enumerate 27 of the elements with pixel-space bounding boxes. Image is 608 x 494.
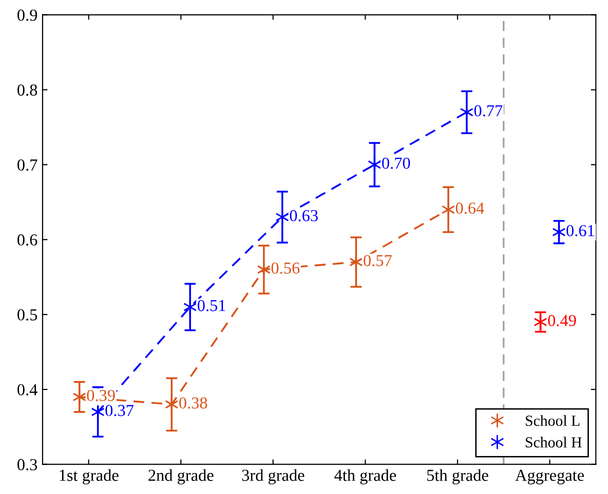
data-label: 0.70 <box>382 158 410 169</box>
x-tick-label: 4th grade <box>334 469 396 484</box>
data-label: 0.51 <box>198 300 226 312</box>
y-tick-label: 0.9 <box>18 10 38 21</box>
x-tick-label: 5th grade <box>427 469 488 484</box>
data-label: 0.63 <box>290 210 318 222</box>
y-tick-label: 0.8 <box>18 84 38 96</box>
data-label: 0.37 <box>105 404 134 416</box>
data-label: 0.56 <box>271 262 300 274</box>
y-tick-label: 0.6 <box>18 234 38 246</box>
y-tick-label: 0.4 <box>18 384 38 396</box>
y-tick-label: 0.7 <box>18 159 38 171</box>
y-tick-label: 0.5 <box>18 309 38 321</box>
legend-label: School H <box>526 436 582 448</box>
y-tick-label: 0.3 <box>18 459 38 470</box>
data-label: 0.61 <box>566 225 594 236</box>
x-tick-label: 3rd grade <box>242 469 304 484</box>
data-label: 0.39 <box>87 390 115 402</box>
x-tick-label: 1st grade <box>60 469 118 484</box>
data-label: 0.38 <box>179 397 208 409</box>
x-tick-label: 2nd grade <box>148 469 214 484</box>
data-label: 0.49 <box>548 314 576 326</box>
legend-label: School L <box>526 415 580 426</box>
data-label: 0.77 <box>474 105 502 116</box>
x-tick-label: Aggregate <box>515 470 584 484</box>
data-label: 0.57 <box>364 254 392 266</box>
data-label: 0.64 <box>456 202 484 214</box>
